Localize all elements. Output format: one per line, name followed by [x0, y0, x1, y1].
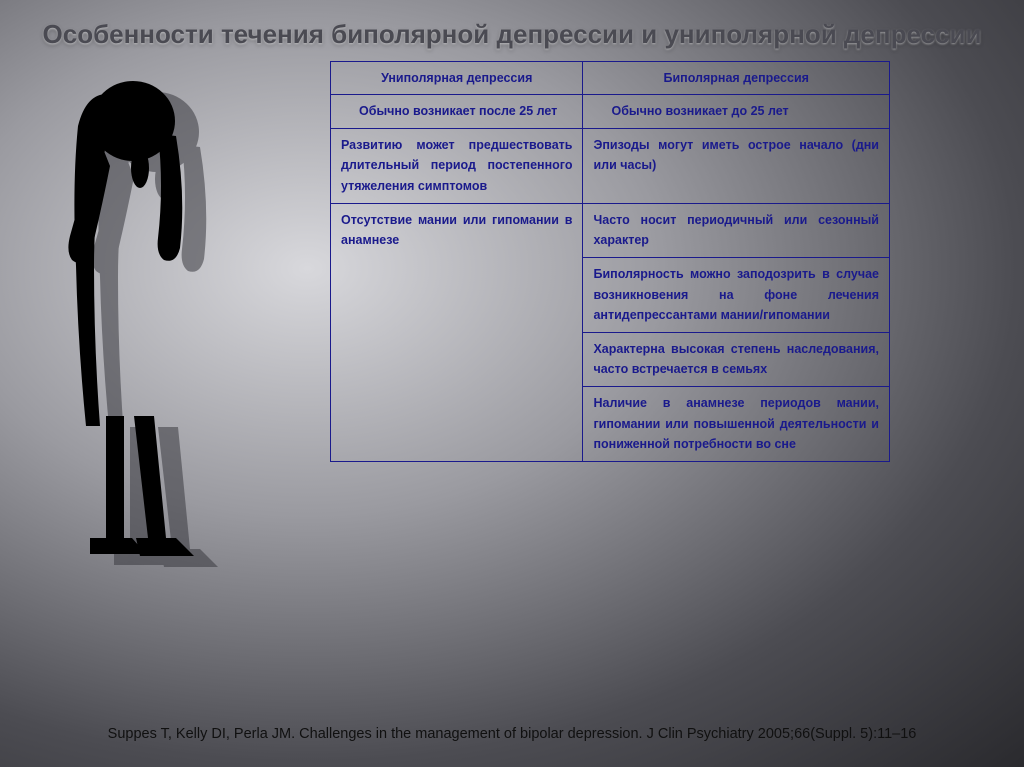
cell-r6c2: Наличие в анамнезе периодов мании, гипом… — [583, 387, 890, 462]
cell-r3c1: Отсутствие мании или гипомании в анамнез… — [331, 203, 583, 461]
cell-r2c1: Развитию может предшествовать длительный… — [331, 128, 583, 203]
citation-text: Suppes T, Kelly DI, Perla JM. Challenges… — [0, 725, 1024, 745]
comparison-table: Униполярная депрессия Биполярная депресс… — [330, 61, 890, 462]
cell-r1c1: Обычно возникает после 25 лет — [331, 95, 583, 129]
table-header-row: Униполярная депрессия Биполярная депресс… — [331, 61, 890, 95]
table-row: Отсутствие мании или гипомании в анамнез… — [331, 203, 890, 257]
table-row: Обычно возникает после 25 лет Обычно воз… — [331, 95, 890, 129]
cell-r3c2: Часто носит периодичный или сезонный хар… — [583, 203, 890, 257]
table-row: Развитию может предшествовать длительный… — [331, 128, 890, 203]
col1-header: Униполярная депрессия — [331, 61, 583, 95]
content-area: Униполярная депрессия Биполярная депресс… — [0, 61, 1024, 462]
sad-figure-silhouette — [20, 51, 280, 591]
cell-r2c2: Эпизоды могут иметь острое начало (дни и… — [583, 128, 890, 203]
col2-header: Биполярная депрессия — [583, 61, 890, 95]
cell-r5c2: Характерна высокая степень наследования,… — [583, 332, 890, 386]
cell-r1c2: Обычно возникает до 25 лет — [583, 95, 890, 129]
cell-r4c2: Биполярность можно заподозрить в случае … — [583, 257, 890, 332]
